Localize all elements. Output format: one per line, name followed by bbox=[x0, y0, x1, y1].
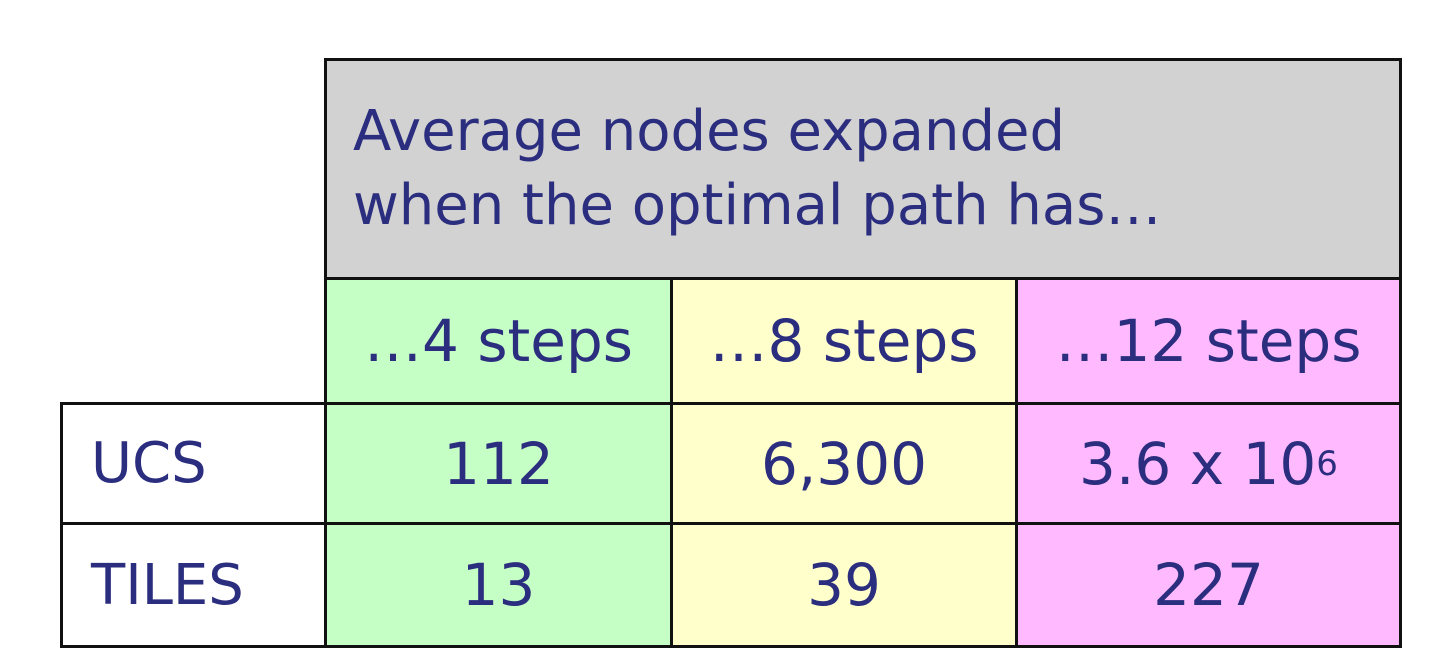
column-header-12-steps: …12 steps bbox=[1015, 277, 1402, 405]
cell-ucs-12-steps: 3.6 x 10 6 bbox=[1015, 402, 1402, 525]
table-header-text: Average nodes expanded when the optimal … bbox=[353, 95, 1161, 243]
cell-tiles-8-steps: 39 bbox=[670, 522, 1018, 648]
cell-ucs-4-steps: 112 bbox=[324, 402, 673, 525]
row-label-tiles: TILES bbox=[60, 522, 327, 648]
table-header: Average nodes expanded when the optimal … bbox=[324, 58, 1402, 280]
cell-tiles-4-steps: 13 bbox=[324, 522, 673, 648]
header-line-2: when the optimal path has… bbox=[353, 173, 1162, 238]
cell-ucs-12-steps-base: 3.6 x 10 bbox=[1079, 429, 1317, 498]
row-label-ucs: UCS bbox=[60, 402, 327, 525]
column-header-8-steps: …8 steps bbox=[670, 277, 1018, 405]
header-line-1: Average nodes expanded bbox=[353, 99, 1066, 164]
cell-tiles-12-steps: 227 bbox=[1015, 522, 1402, 648]
column-header-4-steps: …4 steps bbox=[324, 277, 673, 405]
cell-ucs-8-steps: 6,300 bbox=[670, 402, 1018, 525]
